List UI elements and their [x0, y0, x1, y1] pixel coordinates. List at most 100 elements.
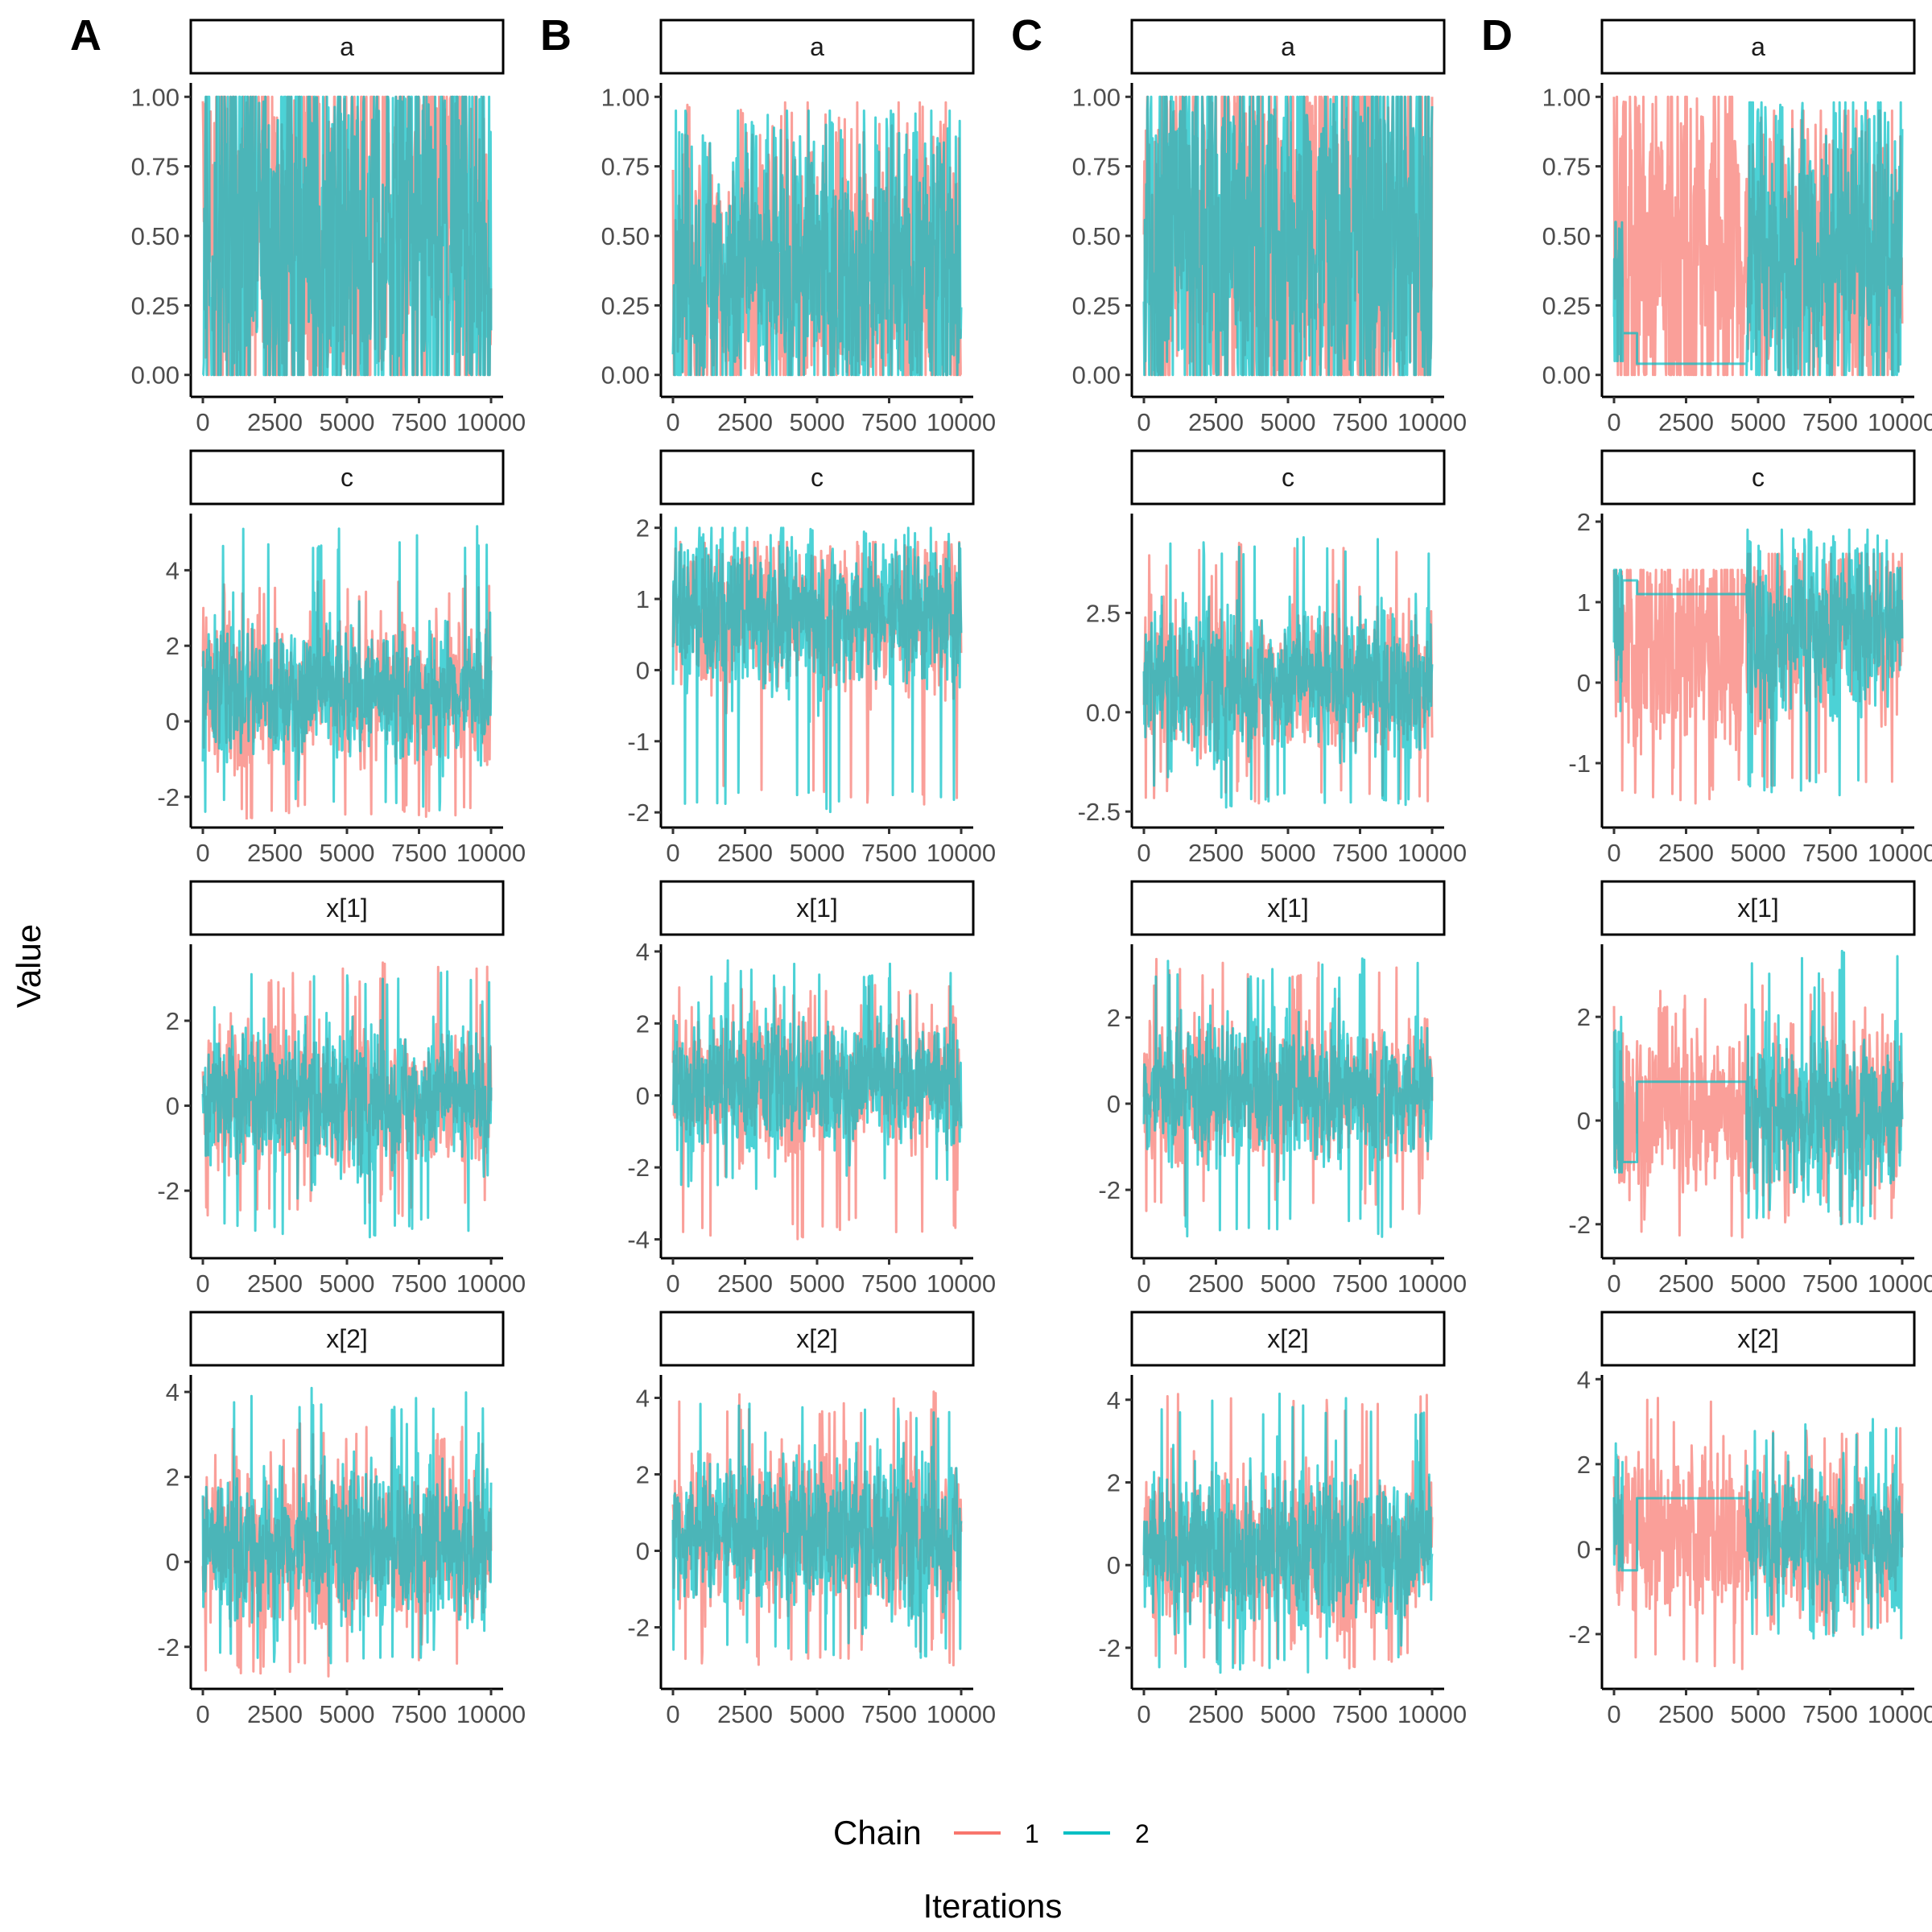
strip-box: [659, 19, 975, 75]
x-tick-label: 10000: [456, 1700, 526, 1728]
x-tick-label: 5000: [1261, 839, 1316, 867]
panel-A-x[1]: x[1] -2 0 2 0 2500 5000 7500 10000: [157, 880, 526, 1298]
strip-box: [659, 449, 975, 506]
x-axis-title: Iterations: [923, 1887, 1063, 1925]
y-tick-label: 4: [166, 1378, 180, 1406]
strip-box: [189, 449, 505, 506]
series-chain-2: [671, 526, 963, 814]
series-chain-2: [1142, 95, 1434, 377]
y-tick-label: 0: [1107, 1090, 1121, 1118]
strip-label: a: [340, 32, 354, 61]
x-tick-label: 0: [1137, 408, 1150, 436]
x-tick-label: 7500: [1332, 839, 1388, 867]
y-tick-label: 0.75: [131, 153, 180, 181]
series-chain-2: [201, 525, 493, 813]
x-tick-label: 5000: [1731, 408, 1786, 436]
x-tick-label: 5000: [790, 1269, 845, 1298]
strip-label: c: [341, 463, 353, 492]
y-tick-label: 0: [166, 1092, 180, 1121]
x-tick-label: 10000: [456, 1269, 526, 1298]
x-tick-label: 10000: [1868, 408, 1932, 436]
y-tick-label: 0.25: [1072, 291, 1121, 320]
series-chain-2: [1142, 536, 1434, 809]
strip-box: [659, 880, 975, 936]
x-tick-label: 2500: [1658, 1700, 1714, 1728]
series-chain-2: [671, 109, 963, 377]
series-chain-2: [1612, 528, 1904, 797]
y-tick-label: -2: [1098, 1634, 1121, 1662]
strip-label: c: [1752, 463, 1765, 492]
x-tick-label: 7500: [861, 839, 917, 867]
x-tick-label: 0: [1137, 839, 1150, 867]
x-tick-label: 0: [1607, 1269, 1620, 1298]
y-tick-label: 0.75: [1542, 153, 1591, 181]
x-tick-label: 0: [1607, 408, 1620, 436]
y-tick-label: 0.0: [1086, 699, 1121, 727]
x-tick-label: 10000: [927, 1700, 996, 1728]
panel-letter-B: B: [540, 11, 572, 60]
x-tick-label: 10000: [1397, 1269, 1467, 1298]
x-tick-label: 7500: [1332, 408, 1388, 436]
series-chain-2: [1612, 101, 1904, 377]
y-tick-label: -2: [1098, 1176, 1121, 1204]
strip-box: [189, 880, 505, 936]
x-tick-label: 7500: [391, 1700, 447, 1728]
panel-C-a: a 0.00 0.25 0.50 0.75 1.00 0 2500 5000 7500 10000: [1072, 19, 1467, 436]
x-tick-label: 7500: [1802, 1269, 1858, 1298]
strip-box: [1130, 1311, 1446, 1367]
y-tick-label: 1.00: [1542, 83, 1591, 111]
plot-area: [201, 525, 493, 819]
x-tick-label: 5000: [1731, 839, 1786, 867]
strip-label: a: [1281, 32, 1295, 61]
panel-B-a: a 0.00 0.25 0.50 0.75 1.00 0 2500 5000 7500 10000: [601, 19, 996, 436]
x-tick-label: 2500: [247, 408, 303, 436]
x-tick-label: 0: [196, 408, 209, 436]
x-tick-label: 10000: [1868, 1700, 1932, 1728]
plot-area: [1142, 536, 1434, 809]
strip-label: x[2]: [796, 1324, 838, 1353]
x-tick-label: 7500: [1332, 1700, 1388, 1728]
series-chain-2: [201, 970, 493, 1239]
y-tick-label: 0.50: [601, 222, 650, 250]
x-tick-label: 10000: [927, 408, 996, 436]
plot-area: [1142, 95, 1434, 377]
x-tick-label: 2500: [1188, 408, 1244, 436]
strip-box: [189, 19, 505, 75]
series-chain-2: [201, 1386, 493, 1665]
x-tick-label: 7500: [391, 1269, 447, 1298]
y-tick-label: 0: [636, 1538, 650, 1566]
strip-box: [1600, 19, 1916, 75]
x-tick-label: 7500: [1332, 1269, 1388, 1298]
y-tick-label: 0.75: [1072, 153, 1121, 181]
strip-label: x[1]: [326, 894, 368, 923]
series-chain-2: [671, 959, 963, 1191]
strip-box: [1600, 449, 1916, 506]
x-tick-label: 0: [1137, 1269, 1150, 1298]
x-tick-label: 10000: [927, 839, 996, 867]
y-tick-label: 0.25: [601, 291, 650, 320]
x-tick-label: 0: [196, 1700, 209, 1728]
y-tick-label: 2: [166, 632, 180, 660]
x-tick-label: 5000: [1261, 1700, 1316, 1728]
series-chain-2: [1142, 957, 1434, 1238]
x-tick-label: 10000: [1397, 408, 1467, 436]
x-tick-label: 2500: [247, 839, 303, 867]
y-tick-label: 4: [166, 556, 180, 584]
plot-area: [671, 1390, 963, 1667]
x-tick-label: 7500: [1802, 839, 1858, 867]
panel-D-c: c -1 0 1 2 0 2500 5000 7500 10000: [1568, 449, 1932, 867]
strip-label: a: [810, 32, 824, 61]
legend-label-chain-1: 1: [1025, 1819, 1039, 1848]
strip-box: [659, 1311, 975, 1367]
plot-area: [1612, 1397, 1904, 1670]
series-chain-2: [202, 95, 493, 377]
x-tick-label: 7500: [861, 408, 917, 436]
y-tick-label: 1: [1577, 588, 1591, 617]
x-tick-label: 10000: [1868, 839, 1932, 867]
y-tick-label: 0.00: [1072, 361, 1121, 390]
legend: Chain 1 2: [833, 1814, 1150, 1852]
y-tick-label: -1: [627, 728, 650, 756]
